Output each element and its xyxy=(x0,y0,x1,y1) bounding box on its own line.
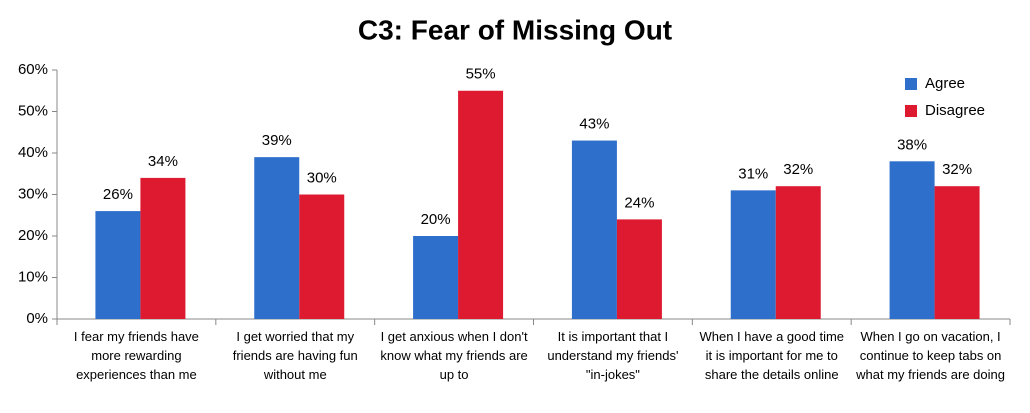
y-tick-label: 10% xyxy=(18,268,48,285)
legend-label: Disagree xyxy=(925,102,985,119)
bar xyxy=(413,236,459,319)
x-tick-label: I fear my friends have more rewarding ex… xyxy=(73,329,199,382)
bar xyxy=(616,219,662,319)
x-tick-label: It is important that I understand my fri… xyxy=(547,329,679,382)
value-label: 39% xyxy=(262,132,292,149)
value-label: 31% xyxy=(738,165,768,182)
y-tick-label: 20% xyxy=(18,227,48,244)
bar xyxy=(254,157,300,319)
y-tick-label: 30% xyxy=(18,185,48,202)
value-label: 26% xyxy=(103,186,133,203)
bar xyxy=(571,140,617,319)
legend-swatch xyxy=(905,78,917,90)
value-label: 32% xyxy=(942,161,972,178)
bar xyxy=(934,186,980,319)
bar xyxy=(730,190,776,319)
x-tick-label: I get worried that my friends are having… xyxy=(232,329,358,382)
bar xyxy=(299,194,345,319)
y-tick-label: 50% xyxy=(18,102,48,119)
legend-label: Agree xyxy=(925,75,965,92)
x-tick-label: When I have a good time it is important … xyxy=(699,329,845,382)
value-label: 34% xyxy=(148,153,178,170)
bar xyxy=(458,90,504,319)
value-label: 30% xyxy=(307,169,337,186)
chart-title: C3: Fear of Missing Out xyxy=(358,14,672,45)
value-label: 24% xyxy=(624,194,654,211)
x-tick-label: I get anxious when I don't know what my … xyxy=(380,329,528,382)
value-label: 43% xyxy=(579,116,609,133)
x-tick-label: When I go on vacation, I continue to kee… xyxy=(856,329,1005,382)
bar xyxy=(95,211,141,319)
y-tick-label: 60% xyxy=(18,61,48,78)
y-tick-label: 0% xyxy=(26,310,48,327)
value-label: 38% xyxy=(897,136,927,153)
bar xyxy=(889,161,935,319)
value-label: 20% xyxy=(421,211,451,228)
bar xyxy=(140,177,186,319)
y-tick-label: 40% xyxy=(18,144,48,161)
bar xyxy=(775,186,821,319)
legend-swatch xyxy=(905,105,917,117)
value-label: 55% xyxy=(466,66,496,83)
value-label: 32% xyxy=(783,161,813,178)
